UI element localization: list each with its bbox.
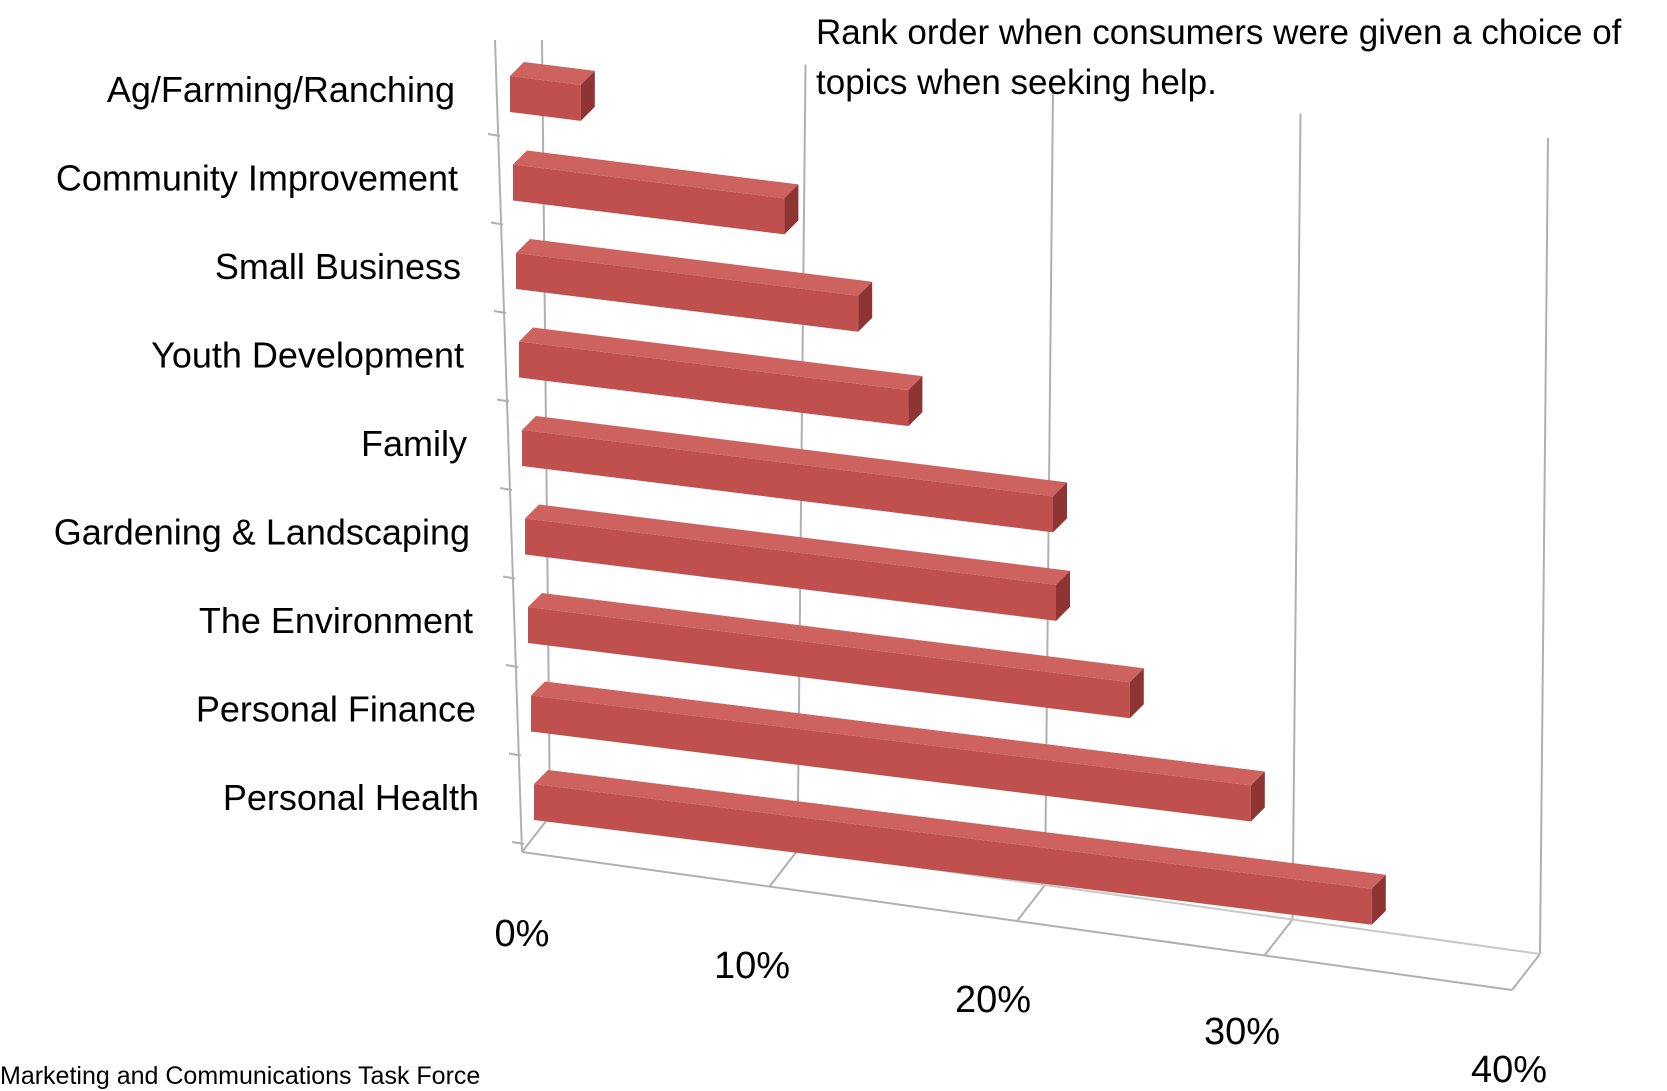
category-tick [508,752,522,757]
chart-annotation: Rank order when consumers were given a c… [816,13,1622,102]
bar-front [510,76,581,121]
bar-side [1053,482,1067,533]
bar-front [513,164,785,235]
category-tick [502,575,516,580]
category-labels: Ag/Farming/Ranching Community Improvement… [54,69,479,818]
x-tick-label: 40% [1471,1049,1547,1083]
bar-front [522,430,1053,533]
bar-youth-development [519,327,923,427]
floor-gridline-0pct [521,815,551,853]
floor-gridline-30pct [1263,918,1294,957]
category-label: Gardening & Landscaping [54,512,470,553]
floor-gridline-20pct [1016,884,1046,922]
bar-side [1056,570,1070,621]
bar-the-environment [528,593,1144,719]
bar-top [531,681,1265,786]
floor-gridline-40pct [1511,953,1541,991]
bar-ag-farming-ranching [510,62,595,121]
bar-top [513,150,799,199]
y-axis-line [494,39,523,853]
x-axis-line [521,851,1513,991]
category-label: Ag/Farming/Ranching [107,69,455,110]
bar-side [580,70,595,121]
bar-top [534,770,1386,889]
bar-front [525,518,1056,621]
bar-top [525,504,1070,585]
bar-front [528,607,1130,719]
category-tick [490,221,504,226]
category-label: Small Business [215,246,461,287]
bar-side [1371,874,1386,925]
category-label: Personal Health [223,777,479,818]
bar-front [531,695,1251,822]
bar-top [522,416,1067,497]
bar-small-business [516,239,873,332]
bars [510,62,1386,925]
category-tick [487,133,501,137]
x-tick-label: 0% [495,913,550,955]
category-label: The Environment [199,600,473,641]
category-tick [493,310,507,314]
bar-family [522,416,1067,533]
bar-side [1129,668,1144,719]
category-tick [511,841,525,845]
gridline-40pct [1539,137,1549,955]
x-tick-label: 30% [1204,1011,1280,1053]
category-label: Youth Development [151,335,464,376]
bar-front [516,253,859,332]
gridline-30pct [1291,113,1302,920]
bar-side [858,281,873,332]
bar-side [784,184,799,235]
bar-top [510,62,595,85]
floor-gridline-10pct [768,849,799,888]
bar-front [534,784,1372,925]
bar-community-improvement [513,150,799,235]
category-tick [505,664,519,668]
category-tick [496,398,510,403]
tick-labels: 0% 10% 20% 30% 40% [495,913,1547,1083]
bar-gardening-landscaping [525,504,1070,621]
category-label: Community Improvement [56,158,458,199]
bar-personal-health [534,770,1386,925]
bar-top [519,327,923,391]
footer-text: Marketing and Communications Task Force [0,1062,481,1090]
bar-top [516,239,873,296]
bar-side [1250,771,1265,822]
x-tick-label: 10% [714,945,790,987]
bar-side [908,376,923,427]
category-label: Personal Finance [196,689,476,730]
x-tick-label: 20% [955,979,1031,1021]
bar-personal-finance [531,681,1265,822]
category-tick [499,487,513,491]
bar-front [519,341,909,427]
category-label: Family [361,423,467,464]
bar-top [528,593,1144,683]
